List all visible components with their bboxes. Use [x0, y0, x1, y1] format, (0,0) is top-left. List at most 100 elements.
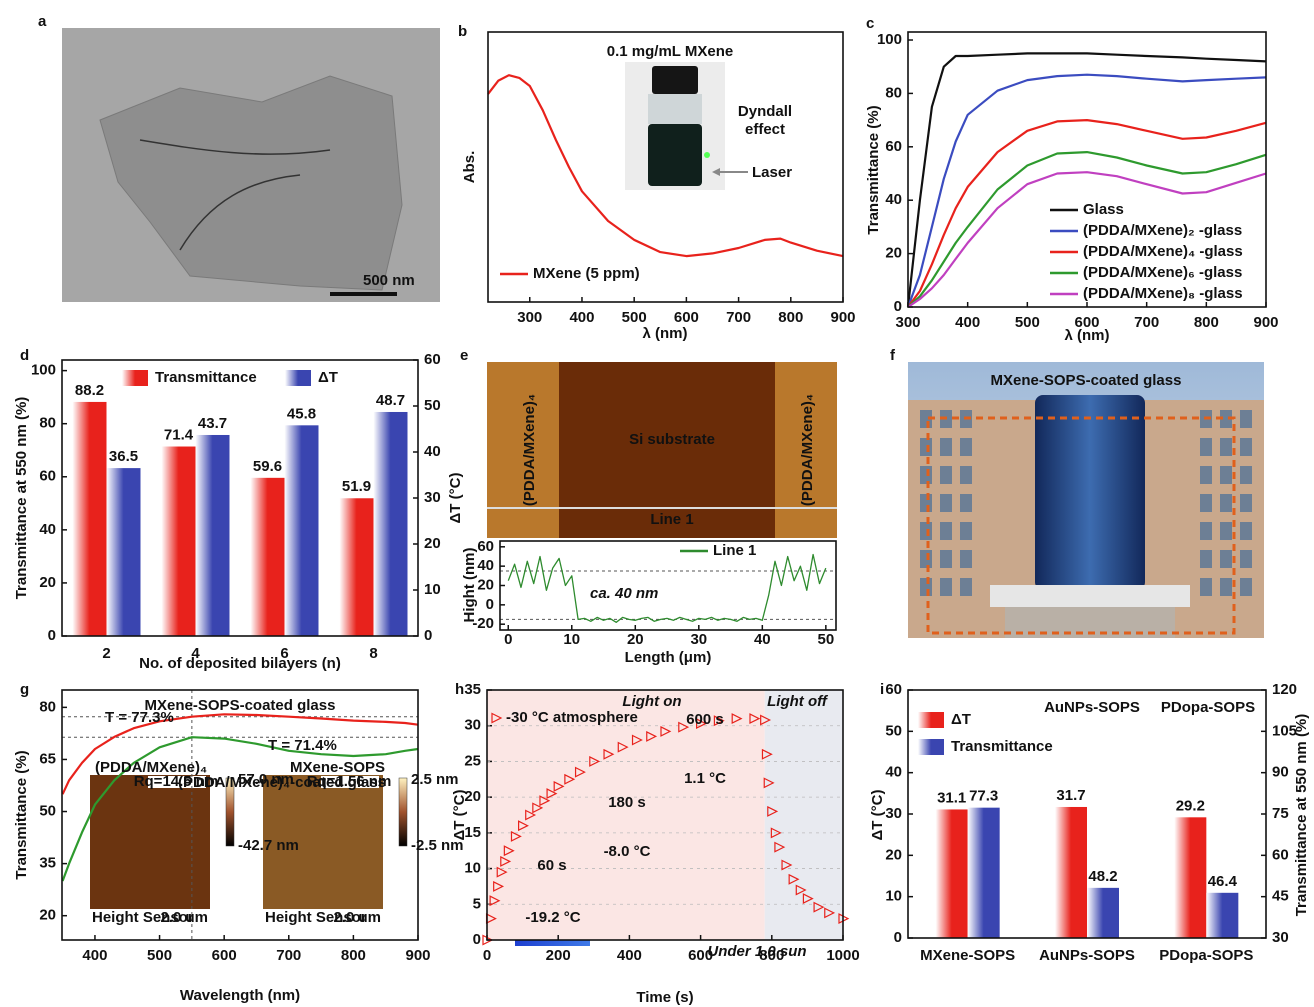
annotation: -19.2 °C — [525, 909, 580, 926]
annotation: Rq=1.56 nm — [307, 773, 392, 790]
x-tick-label: 600 — [674, 309, 699, 326]
y-tick-label: 60 — [885, 681, 902, 698]
x-tick-label: 900 — [830, 309, 855, 326]
y-tick-label: 20 — [39, 907, 56, 924]
annotation: -42.7 nm — [238, 837, 299, 854]
x-tick-label: 0 — [504, 631, 512, 648]
window — [960, 494, 972, 512]
y-tick-label: 20 — [39, 574, 56, 591]
window — [920, 494, 932, 512]
legend-label: (PDDA/MXene)₆ -glass — [1083, 264, 1242, 281]
y-tick-label: 80 — [885, 84, 902, 101]
y-tick-label: 50 — [39, 802, 56, 819]
legend-label: ΔT — [318, 369, 338, 386]
y-tick-label: 10 — [885, 888, 902, 905]
window — [1200, 522, 1212, 540]
y-tick-label: 20 — [885, 245, 902, 262]
annotation: AuNPs-SOPS — [1044, 699, 1140, 716]
window — [1240, 410, 1252, 428]
window — [1220, 578, 1232, 596]
panel-label: a — [38, 13, 47, 30]
y2-axis-label: Transmittance at 550 nm (%) — [1293, 714, 1310, 917]
annotation: -8.0 °C — [604, 843, 651, 860]
window — [940, 578, 952, 596]
legend-swatch — [918, 739, 944, 755]
x-tick-label: 800 — [341, 947, 366, 964]
y-axis-label: Abs. — [461, 151, 478, 184]
y2-tick-label: 60 — [1272, 846, 1289, 863]
legend-label: Transmittance — [155, 369, 257, 386]
legend-label: (PDDA/MXene)₂ -glass — [1083, 222, 1242, 239]
y-tick-label: 0 — [48, 627, 56, 644]
colorbar — [399, 778, 407, 846]
y-tick-label: 0 — [894, 298, 902, 315]
y-tick-label: 60 — [477, 538, 494, 555]
y-tick-label: 100 — [877, 31, 902, 48]
bar — [251, 478, 285, 636]
annotation: 2.5 nm — [411, 771, 459, 788]
y-tick-label: 20 — [885, 846, 902, 863]
page: {"chart_data": [ {"label": "a", "type": … — [0, 0, 1314, 1007]
annotation: ca. 40 nm — [590, 585, 658, 602]
y2-tick-label: 50 — [424, 397, 441, 414]
bar — [285, 425, 319, 636]
y2-tick-label: 30 — [1272, 929, 1289, 946]
y-axis-label: ΔT (°C) — [869, 790, 886, 841]
value-label: 48.7 — [376, 392, 405, 409]
window — [1240, 466, 1252, 484]
window — [1200, 466, 1212, 484]
y-tick-label: 0 — [894, 929, 902, 946]
bar — [968, 808, 1000, 938]
x-axis-label: Length (μm) — [625, 649, 712, 666]
x-tick-label: 400 — [617, 947, 642, 964]
bar — [196, 435, 230, 636]
legend-swatch — [122, 370, 148, 386]
window — [920, 578, 932, 596]
annotation: 180 s — [608, 794, 646, 811]
y2-axis-label: ΔT (°C) — [447, 473, 464, 524]
legend-label: Glass — [1083, 201, 1124, 218]
x-axis-label: Time (s) — [636, 989, 693, 1006]
bar — [374, 412, 408, 636]
window — [1220, 494, 1232, 512]
y-tick-label: 50 — [885, 722, 902, 739]
bar — [1206, 893, 1238, 938]
window — [1200, 550, 1212, 568]
window — [960, 550, 972, 568]
window — [1240, 438, 1252, 456]
value-label: 43.7 — [198, 415, 227, 432]
y-tick-label: 40 — [885, 764, 902, 781]
annotation: (PDDA/MXene)₄ — [799, 394, 816, 506]
bar — [73, 402, 107, 636]
annotation: Laser — [752, 164, 792, 181]
annotation: 2.0 um — [160, 909, 208, 926]
value-label: 29.2 — [1176, 797, 1205, 814]
y-tick-label: 60 — [39, 468, 56, 485]
legend-label: (PDDA/MXene)₈ -glass — [1083, 285, 1243, 302]
x-tick-label: 300 — [895, 314, 920, 331]
x-tick-label: MXene-SOPS — [920, 947, 1015, 964]
x-tick-label: 400 — [82, 947, 107, 964]
y-tick-label: 40 — [885, 191, 902, 208]
annotation: Light off — [767, 693, 829, 710]
value-label: 31.1 — [937, 789, 966, 806]
y-tick-label: 80 — [39, 415, 56, 432]
x-tick-label: 0 — [483, 947, 491, 964]
y-tick-label: 5 — [473, 895, 481, 912]
window — [1200, 578, 1212, 596]
window — [1220, 522, 1232, 540]
bar — [936, 809, 968, 938]
y-tick-label: 0 — [473, 931, 481, 948]
y2-tick-label: 75 — [1272, 805, 1289, 822]
annotation: 500 nm — [363, 272, 415, 289]
vial-liquid — [648, 124, 702, 186]
value-label: 36.5 — [109, 448, 138, 465]
legend-label: -30 °C atmosphere — [506, 709, 638, 726]
y-tick-label: 60 — [885, 138, 902, 155]
window — [920, 438, 932, 456]
panel-label: e — [460, 347, 468, 364]
window — [960, 578, 972, 596]
window — [920, 550, 932, 568]
panel-label: b — [458, 23, 467, 40]
window — [940, 438, 952, 456]
